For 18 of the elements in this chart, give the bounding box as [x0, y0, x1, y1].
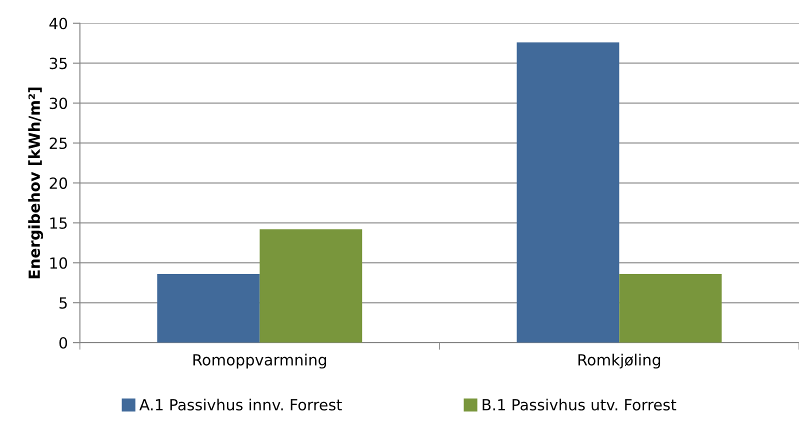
x-tick-label: Romkjøling [578, 354, 660, 369]
bar [157, 274, 260, 343]
y-tick-label: 25 [50, 137, 67, 150]
x-tick-label: Romoppvarmning [193, 354, 326, 369]
legend-label: B.1 Passivhus utv. Forrest [482, 398, 676, 411]
y-tick-label: 10 [50, 257, 68, 269]
y-tick-label: 35 [50, 58, 67, 70]
y-tick-label: 5 [60, 297, 67, 309]
y-tick-label: 20 [50, 177, 68, 189]
bar [516, 42, 620, 343]
y-tick-label: 30 [50, 98, 68, 110]
y-tick-label: 40 [49, 18, 68, 30]
y-tick-label: 15 [50, 218, 67, 229]
bar [260, 229, 362, 343]
legend-label: A.1 Passivhus innv. Forrest [139, 398, 342, 411]
bar [619, 274, 722, 343]
y-axis-title: Energibehov [kWh/m²] [28, 88, 44, 278]
y-tick-label: 0 [59, 337, 68, 349]
